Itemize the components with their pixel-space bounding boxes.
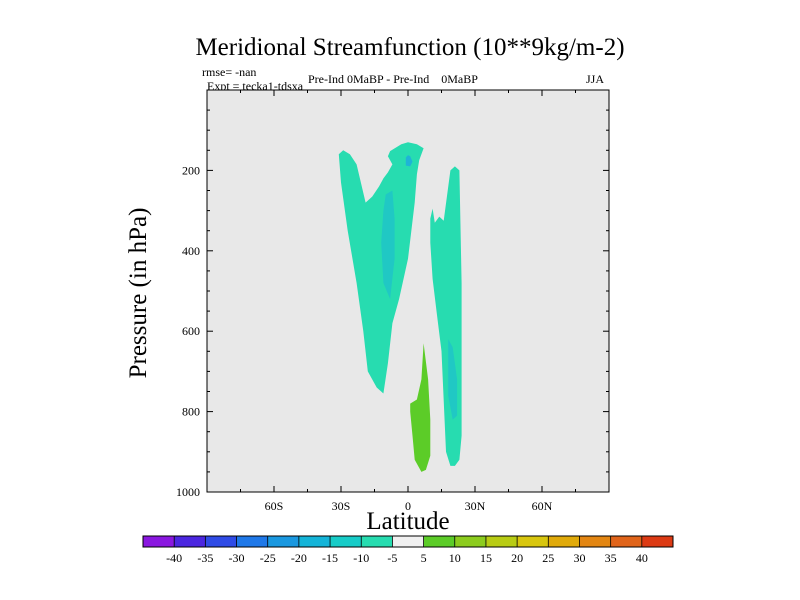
y-tick-label: 200 — [182, 163, 200, 177]
colorbar-swatch — [267, 536, 300, 547]
colorbar-swatch — [392, 536, 424, 547]
colorbar-swatch — [205, 536, 237, 547]
stats-text: rmse= -nan — [202, 65, 256, 79]
colorbar-swatch — [641, 536, 674, 547]
colorbar-label: 10 — [449, 551, 461, 565]
x-tick-label: 60S — [265, 499, 284, 513]
colorbar-swatch — [143, 536, 175, 547]
colorbar-label: -30 — [229, 551, 245, 565]
colorbar-label: -10 — [353, 551, 369, 565]
colorbar-label: 40 — [636, 551, 648, 565]
colorbar-label: -15 — [322, 551, 338, 565]
season-label: JJA — [586, 72, 604, 86]
y-axis-label: Pressure (in hPa) — [125, 208, 152, 379]
colorbar-label: 20 — [511, 551, 523, 565]
tick-labels: 60S 30S 0 30N 60N 200 400 600 800 1000 — [176, 163, 553, 513]
colorbar-label: -20 — [291, 551, 307, 565]
comparison-text: Pre-Ind 0MaBP - Pre-Ind 0MaBP — [308, 72, 478, 86]
colorbar-swatch — [454, 536, 487, 547]
colorbar-label: -25 — [260, 551, 276, 565]
colorbar-swatch — [174, 536, 206, 547]
plot-frame — [206, 89, 610, 493]
colorbar: -40 -35 -30 -25 -20 -15 -10 -5 5 10 15 20 25 30 35 40 — [142, 535, 674, 565]
x-axis-label: Latitude — [366, 508, 449, 535]
colorbar-swatch — [330, 536, 362, 547]
contour-region-southern-negative-cell — [338, 142, 424, 394]
colorbar-frame — [142, 535, 674, 548]
contour-region-southern-core — [381, 190, 395, 299]
colorbar-swatch — [236, 536, 269, 547]
colorbar-label: -40 — [166, 551, 182, 565]
colorbar-swatch — [517, 536, 549, 547]
colorbar-label: 25 — [542, 551, 554, 565]
contour-region-positive-cell — [410, 343, 431, 472]
contour-regions — [338, 142, 462, 472]
colorbar-swatch — [298, 536, 331, 547]
colorbar-swatch — [548, 536, 580, 547]
chart-title: Meridional Streamfunction (10**9kg/m-2) — [195, 34, 624, 61]
colorbar-label: 5 — [421, 551, 427, 565]
colorbar-label: 35 — [605, 551, 617, 565]
y-tick-label: 800 — [182, 405, 200, 419]
colorbar-swatch — [423, 536, 456, 547]
y-tick-label: 1000 — [176, 485, 200, 499]
colorbar-label: -5 — [387, 551, 397, 565]
contour-region-northern-core — [448, 339, 458, 420]
y-tick-label: 400 — [182, 244, 200, 258]
colorbar-label: 30 — [573, 551, 585, 565]
contour-region-upper-core — [405, 155, 413, 167]
colorbar-label: -35 — [197, 551, 213, 565]
colorbar-swatch — [610, 536, 643, 547]
x-tick-label: 30S — [332, 499, 351, 513]
colorbar-swatch — [485, 536, 518, 547]
x-tick-label: 0 — [405, 499, 411, 513]
y-tick-label: 600 — [182, 324, 200, 338]
colorbar-swatch — [361, 536, 393, 547]
colorbar-label: 15 — [480, 551, 492, 565]
colorbar-swatch — [579, 536, 611, 547]
x-tick-label: 60N — [532, 499, 553, 513]
x-tick-label: 30N — [465, 499, 486, 513]
